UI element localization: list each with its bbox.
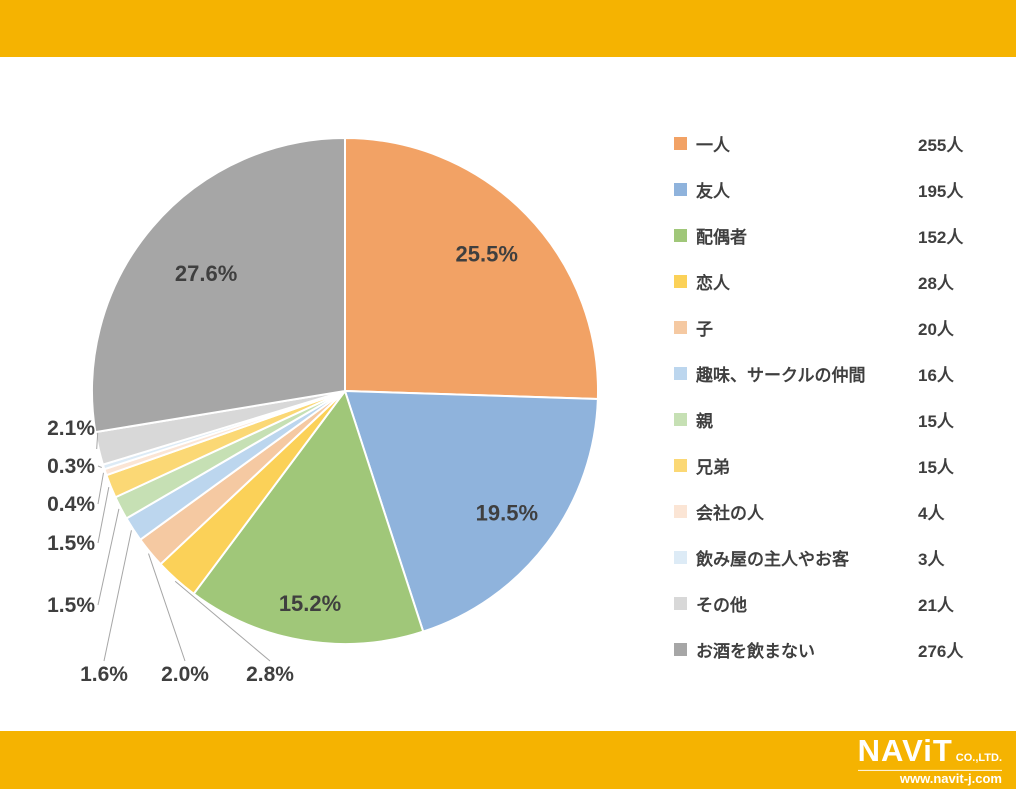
legend-count: 3人	[918, 549, 945, 569]
legend-label: 子	[696, 319, 713, 339]
legend-count: 195人	[918, 181, 964, 201]
pie-slice	[344, 137, 599, 400]
legend-swatch	[674, 182, 687, 196]
legend-count: 20人	[918, 319, 954, 339]
legend-count: 21人	[918, 595, 954, 615]
pie-percent-label: 2.8%	[246, 663, 294, 686]
top-banner	[0, 0, 1016, 57]
legend-row: お酒を飲まない 276人	[674, 626, 994, 672]
leader-line	[97, 487, 110, 544]
legend-swatch	[674, 412, 687, 426]
leader-line	[103, 530, 132, 662]
pie-slice	[192, 390, 425, 645]
legend-swatch	[674, 228, 687, 242]
legend-label: 会社の人	[696, 503, 764, 523]
legend-label: お酒を飲まない	[696, 641, 815, 661]
legend-row: 会社の人 4人	[674, 488, 994, 534]
legend-label: その他	[696, 595, 747, 615]
logo-company-suffix: CO.,LTD.	[955, 751, 1002, 764]
logo-url: www.navit-j.com	[857, 769, 1002, 785]
legend-label: 親	[696, 411, 713, 431]
pie-percent-label: 19.5%	[476, 501, 538, 526]
legend-row: 友人 195人	[674, 166, 994, 212]
legend-count: 15人	[918, 457, 954, 477]
legend: 一人 255人友人 195人配偶者 152人恋人 28人子 20人趣味、サークルの仲間 16…	[674, 120, 994, 672]
legend-label: 一人	[696, 135, 730, 155]
leader-line	[148, 553, 186, 662]
leader-line	[97, 508, 120, 606]
legend-label: 友人	[696, 181, 730, 201]
pie-slice	[91, 137, 346, 434]
legend-row: その他 21人	[674, 580, 994, 626]
pie-percent-label: 15.2%	[279, 591, 341, 616]
legend-swatch	[674, 136, 687, 150]
logo-brand-line: NAViT CO.,LTD.	[857, 732, 1002, 768]
legend-row: 恋人 28人	[674, 258, 994, 304]
legend-swatch	[674, 458, 687, 472]
leader-line	[97, 472, 104, 505]
legend-row: 一人 255人	[674, 120, 994, 166]
legend-swatch	[674, 274, 687, 288]
leader-line	[97, 465, 102, 468]
legend-swatch	[674, 320, 687, 334]
legend-count: 255人	[918, 135, 964, 155]
legend-swatch	[674, 504, 687, 518]
pie-percent-label: 2.0%	[161, 663, 209, 686]
legend-row: 配偶者 152人	[674, 212, 994, 258]
pie-percent-label: 2.1%	[47, 417, 95, 440]
navit-logo: NAViT CO.,LTD. www.navit-j.com	[857, 732, 1002, 785]
legend-label: 趣味、サークルの仲間	[696, 365, 866, 385]
legend-count: 16人	[918, 365, 954, 385]
legend-row: 趣味、サークルの仲間 16人	[674, 350, 994, 396]
legend-swatch	[674, 366, 687, 380]
pie-percent-label: 1.6%	[80, 663, 128, 686]
legend-row: 子 20人	[674, 304, 994, 350]
pie-percent-label: 27.6%	[175, 261, 237, 286]
pie-percent-label: 1.5%	[47, 594, 95, 617]
legend-count: 28人	[918, 273, 954, 293]
leader-line	[174, 580, 271, 662]
legend-swatch	[674, 642, 687, 656]
bottom-banner: NAViT CO.,LTD. www.navit-j.com	[0, 731, 1016, 789]
legend-row: 飲み屋の主人やお客 3人	[674, 534, 994, 580]
legend-count: 4人	[918, 503, 945, 523]
legend-count: 15人	[918, 411, 954, 431]
pie-percent-label: 1.5%	[47, 532, 95, 555]
legend-label: 配偶者	[696, 227, 747, 247]
legend-swatch	[674, 550, 687, 564]
legend-row: 親 15人	[674, 396, 994, 442]
legend-label: 恋人	[696, 273, 730, 293]
legend-swatch	[674, 596, 687, 610]
pie-slice	[344, 390, 599, 633]
pie-percent-label: 0.3%	[47, 455, 95, 478]
pie-percent-label: 25.5%	[456, 242, 518, 267]
legend-row: 兄弟 15人	[674, 442, 994, 488]
legend-label: 飲み屋の主人やお客	[696, 549, 849, 569]
legend-count: 152人	[918, 227, 964, 247]
pie-percent-label: 0.4%	[47, 493, 95, 516]
logo-brand-text: NAViT	[857, 732, 953, 768]
legend-count: 276人	[918, 641, 964, 661]
legend-label: 兄弟	[696, 457, 730, 477]
